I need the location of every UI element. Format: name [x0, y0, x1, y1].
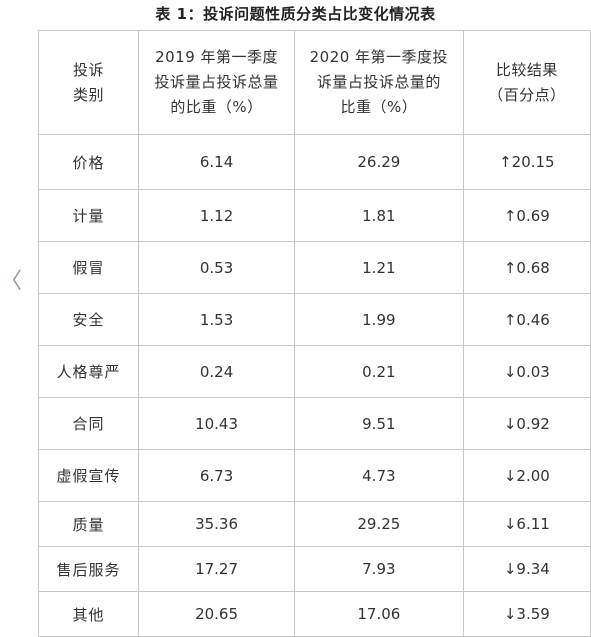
cell-category: 售后服务 — [37, 546, 140, 592]
header-2019-line: 2019 年第一季度 — [155, 48, 279, 66]
cell-2019: 17.27 — [138, 546, 295, 592]
table-row: 价格 6.14 26.29 ↑20.15 — [37, 134, 591, 190]
cell-2020: 7.93 — [293, 546, 464, 592]
cell-2019: 20.65 — [138, 591, 295, 637]
table-row: 计量 1.12 1.81 ↑0.69 — [37, 189, 591, 242]
chevron-left-icon[interactable]: 〈 — [0, 269, 23, 294]
cell-2020: 1.81 — [293, 189, 464, 242]
header-change: 比较结果 （百分点） — [462, 30, 591, 135]
cell-2019: 1.53 — [138, 293, 295, 346]
cell-2020: 26.29 — [293, 134, 464, 190]
cell-category: 合同 — [37, 397, 140, 450]
cell-change: ↓3.59 — [462, 591, 591, 637]
cell-2019: 0.53 — [138, 241, 295, 294]
table-row: 假冒 0.53 1.21 ↑0.68 — [37, 241, 591, 294]
header-2020-line: 比重（%） — [340, 98, 418, 116]
table-row: 虚假宣传 6.73 4.73 ↓2.00 — [37, 449, 591, 502]
table-title: 表 1：投诉问题性质分类占比变化情况表 — [155, 5, 436, 23]
cell-category: 其他 — [37, 591, 140, 637]
cell-2019: 0.24 — [138, 345, 295, 398]
cell-change: ↑20.15 — [462, 134, 591, 190]
cell-2019: 6.73 — [138, 449, 295, 502]
cell-category: 人格尊严 — [37, 345, 140, 398]
cell-change: ↓2.00 — [462, 449, 591, 502]
table-row: 质量 35.36 29.25 ↓6.11 — [37, 501, 591, 547]
cell-2019: 1.12 — [138, 189, 295, 242]
table-row: 安全 1.53 1.99 ↑0.46 — [37, 293, 591, 346]
table-header-row: 投诉 类别 2019 年第一季度 投诉量占投诉总量 的比重（%） 2020 年第… — [37, 30, 591, 135]
cell-2020: 1.99 — [293, 293, 464, 346]
cell-category: 假冒 — [37, 241, 140, 294]
header-2019-line: 的比重（%） — [170, 98, 263, 116]
table-row: 合同 10.43 9.51 ↓0.92 — [37, 397, 591, 450]
cell-2019: 10.43 — [138, 397, 295, 450]
header-2019-line: 投诉量占投诉总量 — [154, 73, 279, 91]
cell-2020: 4.73 — [293, 449, 464, 502]
cell-category: 安全 — [37, 293, 140, 346]
cell-change: ↑0.68 — [462, 241, 591, 294]
header-change-line: 比较结果 — [495, 60, 558, 79]
cell-category: 虚假宣传 — [37, 449, 140, 502]
table-row: 售后服务 17.27 7.93 ↓9.34 — [37, 546, 591, 592]
complaint-table: 投诉 类别 2019 年第一季度 投诉量占投诉总量 的比重（%） 2020 年第… — [37, 30, 591, 637]
cell-change: ↓6.11 — [462, 501, 591, 547]
cell-category: 质量 — [37, 501, 140, 547]
cell-category: 计量 — [37, 189, 140, 242]
cell-2020: 0.21 — [293, 345, 464, 398]
header-category: 投诉 类别 — [37, 30, 140, 135]
cell-change: ↑0.46 — [462, 293, 591, 346]
cell-2020: 29.25 — [293, 501, 464, 547]
header-2020: 2020 年第一季度投 诉量占投诉总量的 比重（%） — [293, 30, 464, 135]
table-row: 人格尊严 0.24 0.21 ↓0.03 — [37, 345, 591, 398]
cell-2019: 35.36 — [138, 501, 295, 547]
cell-change: ↓0.03 — [462, 345, 591, 398]
header-change-line: （百分点） — [488, 85, 566, 104]
cell-change: ↓0.92 — [462, 397, 591, 450]
table-row: 其他 20.65 17.06 ↓3.59 — [37, 591, 591, 637]
cell-2019: 6.14 — [138, 134, 295, 190]
cell-change: ↑0.69 — [462, 189, 591, 242]
header-category-line: 投诉 — [73, 60, 105, 79]
cell-2020: 9.51 — [293, 397, 464, 450]
header-category-line: 类别 — [73, 85, 105, 104]
header-2020-line: 诉量占投诉总量的 — [316, 73, 441, 91]
cell-2020: 1.21 — [293, 241, 464, 294]
cell-change: ↓9.34 — [462, 546, 591, 592]
cell-2020: 17.06 — [293, 591, 464, 637]
header-2020-line: 2020 年第一季度投 — [309, 48, 449, 66]
header-2019: 2019 年第一季度 投诉量占投诉总量 的比重（%） — [138, 30, 295, 135]
cell-category: 价格 — [37, 134, 140, 190]
